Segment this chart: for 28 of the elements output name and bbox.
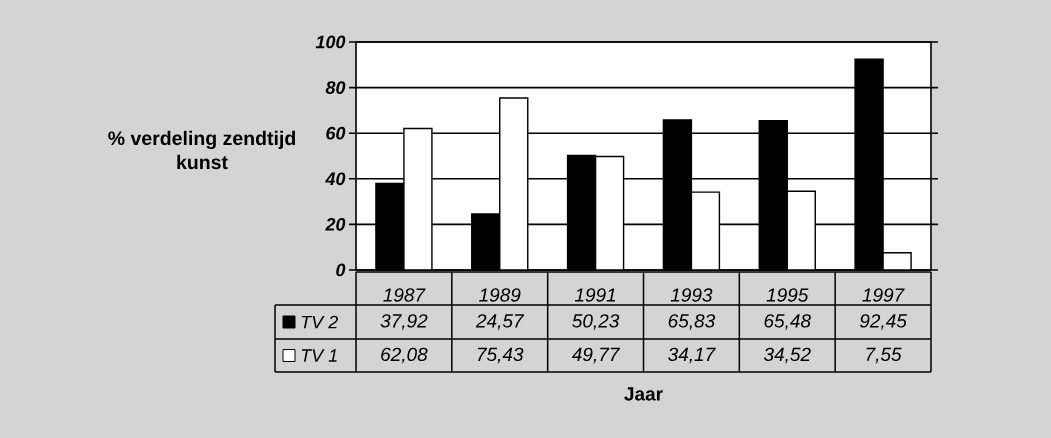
y-tick-label: 80 xyxy=(325,81,346,94)
data-label: 34,52 xyxy=(763,347,811,364)
x-tick-label: 1995 xyxy=(766,288,809,302)
data-label: 62,08 xyxy=(381,347,428,364)
y-tick-label: 0 xyxy=(336,263,346,277)
data-label: 37,92 xyxy=(380,314,428,330)
data-label: 75,43 xyxy=(477,347,524,364)
y-tick-label: 40 xyxy=(325,172,346,186)
y-tick-label: 60 xyxy=(326,126,346,140)
x-tick-label: 1991 xyxy=(574,288,616,302)
data-label: 7,55 xyxy=(866,347,902,364)
x-axis-title: Jaar xyxy=(624,387,663,401)
x-tick-label: 1989 xyxy=(479,288,521,302)
data-label: 24,57 xyxy=(475,314,525,330)
data-label: 65,83 xyxy=(668,314,716,330)
data-label: 92,45 xyxy=(859,314,907,330)
y-axis-title: % verdeling zendtijd kunst xyxy=(108,130,295,170)
legend-label: TV 1 xyxy=(301,349,337,362)
data-label: 50,23 xyxy=(572,314,620,330)
data-label: 49,77 xyxy=(571,347,620,364)
data-label: 34,17 xyxy=(668,347,716,364)
legend-label: TV 2 xyxy=(301,315,338,329)
x-tick-label: 1997 xyxy=(862,288,905,302)
y-tick-label: 100 xyxy=(315,35,346,49)
data-label: 65,48 xyxy=(764,314,811,330)
x-tick-label: 1987 xyxy=(383,288,426,302)
x-tick-label: 1993 xyxy=(670,288,713,302)
y-tick-label: 20 xyxy=(325,218,346,231)
